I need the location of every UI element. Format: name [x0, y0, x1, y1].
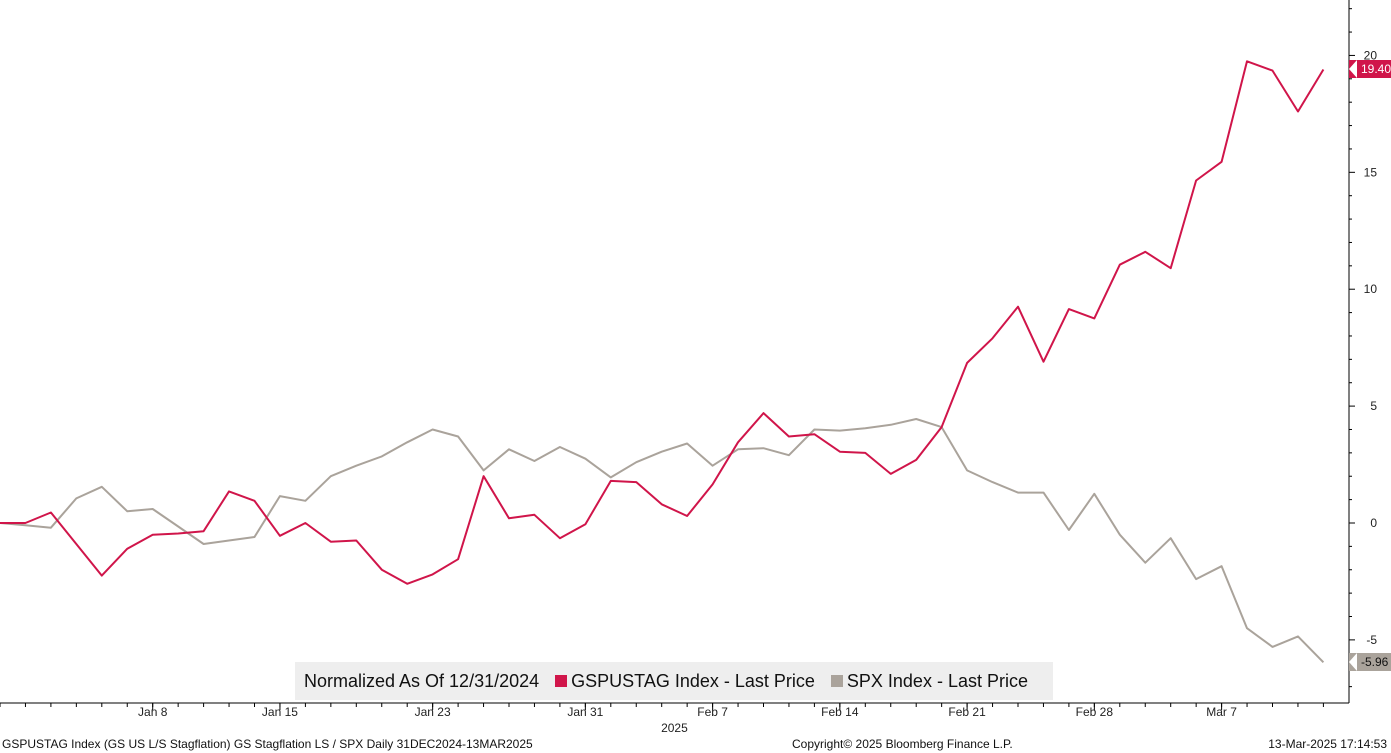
x-year-label: 2025	[661, 721, 688, 735]
legend-item-gspustag: GSPUSTAG Index - Last Price	[571, 670, 815, 691]
chart-area: 20 15 10 5 0 -5 Jan 8 Jan 15 Jan 23 Jan 31 Feb 7 Fe…	[0, 0, 1378, 735]
legend-swatch-spx	[830, 675, 843, 687]
spx-last-value-badge: -5.96	[1349, 653, 1391, 672]
legend-item-spx: SPX Index - Last Price	[846, 670, 1028, 691]
legend-swatch-gspustag	[555, 675, 568, 687]
y-tick-label: 20	[1364, 48, 1378, 62]
y-tick-label: 15	[1364, 165, 1378, 179]
legend: Normalized As Of 12/31/2024 GSPUSTAG Ind…	[295, 662, 1053, 700]
x-tick-label: Jan 15	[262, 705, 298, 719]
series-line-spx	[0, 418, 1325, 664]
series-line-gspustag	[0, 60, 1325, 585]
x-tick-label: Feb 14	[821, 705, 859, 719]
footer: GSPUSTAG Index (GS US L/S Stagflation) G…	[0, 737, 1391, 753]
y-tick-label: 10	[1364, 282, 1378, 296]
y-tick-label: 5	[1370, 399, 1377, 413]
x-tick-label: Feb 7	[697, 705, 728, 719]
y-tick-label: -5	[1366, 633, 1377, 647]
x-tick-label: Feb 21	[948, 705, 986, 719]
gspustag-last-value-badge: 19.40	[1349, 60, 1391, 79]
footer-timestamp: 13-Mar-2025 17:14:53	[1268, 737, 1387, 751]
footer-copyright: Copyright© 2025 Bloomberg Finance L.P.	[792, 737, 1013, 751]
x-tick-label: Jan 8	[138, 705, 168, 719]
x-tick-label: Jan 23	[415, 705, 451, 719]
x-tick-label: Mar 7	[1206, 705, 1237, 719]
legend-prefix: Normalized As Of 12/31/2024	[304, 670, 540, 691]
x-tick-label: Feb 28	[1076, 705, 1114, 719]
x-tick-label: Jan 31	[567, 705, 603, 719]
y-tick-label: 0	[1370, 516, 1377, 530]
footer-source: GSPUSTAG Index (GS US L/S Stagflation) G…	[2, 737, 533, 751]
